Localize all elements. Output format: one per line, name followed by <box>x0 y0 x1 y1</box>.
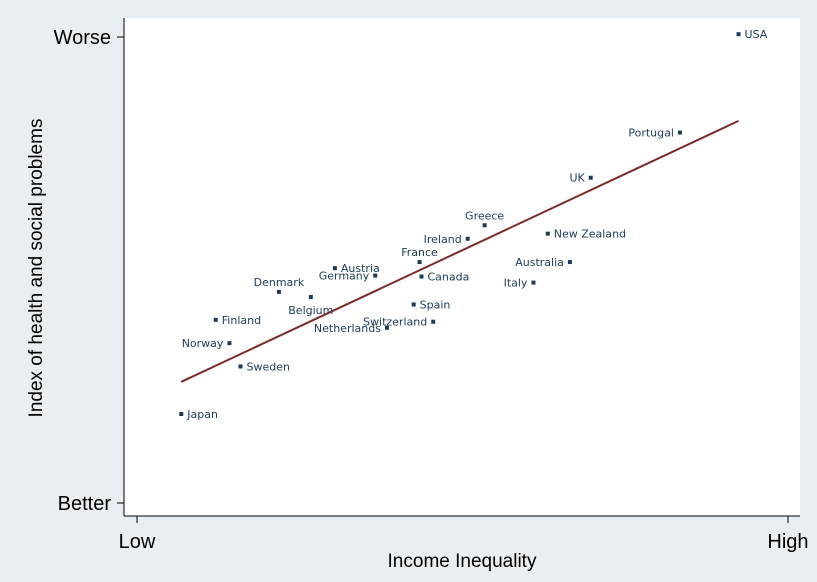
point-germany <box>373 273 378 278</box>
point-label-canada: Canada <box>427 271 469 284</box>
point-denmark <box>276 289 281 294</box>
point-label-spain: Spain <box>420 298 451 311</box>
y-tick-label: Worse <box>54 27 111 49</box>
point-italy <box>531 280 536 285</box>
point-label-netherlands: Netherlands <box>314 322 381 335</box>
point-label-denmark: Denmark <box>254 276 305 289</box>
data-points: USA Portugal UK Greece New Zealand IrelandFra… <box>179 28 768 421</box>
point-portugal <box>677 130 682 135</box>
point-japan <box>179 411 184 416</box>
point-label-norway: Norway <box>182 337 224 350</box>
point-switzerland <box>431 319 436 324</box>
point-label-austria: Austria <box>341 262 380 275</box>
point-label-ireland: Ireland <box>424 233 462 246</box>
point-label-belgium: Belgium <box>288 304 333 317</box>
point-australia <box>567 260 572 265</box>
point-label-portugal: Portugal <box>628 127 674 140</box>
x-axis-title: Income Inequality <box>388 551 537 572</box>
trend-line <box>180 119 739 383</box>
point-canada <box>419 274 424 279</box>
point-label-switzerland: Switzerland <box>363 316 427 329</box>
plot-area <box>124 18 800 516</box>
point-belgium <box>308 295 313 300</box>
y-tick-label: Better <box>58 493 112 515</box>
point-france <box>417 260 422 265</box>
point-label-greece: Greece <box>465 209 504 222</box>
point-label-australia: Australia <box>515 256 564 269</box>
point-label-sweden: Sweden <box>247 360 290 373</box>
point-ireland <box>465 236 470 241</box>
point-spain <box>411 302 416 307</box>
point-label-germany: Germany <box>319 270 370 283</box>
point-label-uk: UK <box>569 172 585 185</box>
point-austria <box>332 266 337 271</box>
point-label-usa: USA <box>745 28 768 41</box>
x-ticks: Low High <box>119 516 809 553</box>
point-netherlands <box>384 325 389 330</box>
y-axis-title: Index of health and social problems <box>26 119 47 418</box>
x-tick-label: Low <box>119 531 156 553</box>
point-label-finland: Finland <box>222 314 261 327</box>
point-label-italy: Italy <box>504 277 528 290</box>
point-label-new-zealand: New Zealand <box>554 228 626 241</box>
point-label-france: France <box>401 246 438 259</box>
point-label-japan: Japan <box>186 408 218 421</box>
x-tick-label: High <box>767 531 808 553</box>
point-new-zealand <box>545 231 550 236</box>
point-greece <box>482 223 487 228</box>
y-ticks: Better Worse <box>54 27 124 515</box>
point-norway <box>227 341 232 346</box>
point-usa <box>736 32 741 37</box>
point-uk <box>588 175 593 180</box>
point-finland <box>213 317 218 322</box>
point-sweden <box>238 364 243 369</box>
